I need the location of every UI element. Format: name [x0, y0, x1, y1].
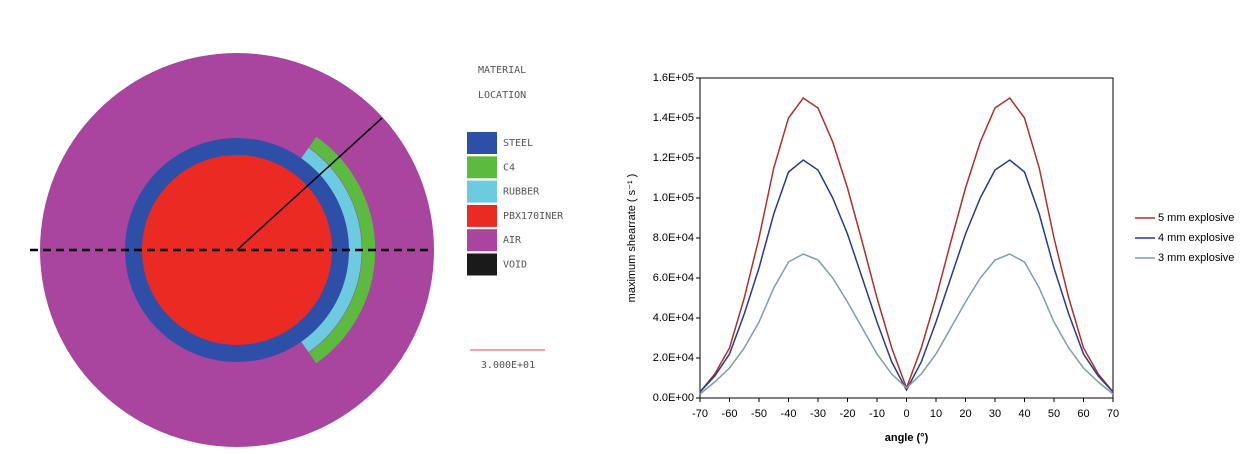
legend-title: MATERIAL — [478, 65, 526, 76]
legend-label: 3 mm explosive — [1158, 252, 1234, 264]
legend-swatch — [467, 254, 497, 276]
x-tick-label: 10 — [930, 408, 942, 420]
legend-label: VOID — [503, 260, 527, 271]
y-tick-label: 4.0E+04 — [653, 312, 694, 324]
x-tick-label: -60 — [722, 408, 738, 420]
legend-title: LOCATION — [478, 90, 526, 101]
legend-label: 5 mm explosive — [1158, 212, 1234, 224]
y-tick-label: 1.2E+05 — [653, 152, 694, 164]
figure: MATERIAL LOCATION 3.000E+01 STEEL C4 RUBBE… — [0, 0, 1252, 449]
plot-frame — [700, 78, 1113, 398]
x-tick-label: -40 — [781, 408, 797, 420]
legend-swatch — [467, 181, 497, 203]
legend-swatch — [467, 156, 497, 178]
y-tick-label: 1.6E+05 — [653, 72, 694, 84]
y-tick-label: 1.0E+05 — [653, 192, 694, 204]
legend-label: 4 mm explosive — [1158, 232, 1234, 244]
series-line — [700, 160, 1113, 392]
legend-swatch — [467, 132, 497, 154]
x-tick-label: 60 — [1077, 408, 1089, 420]
y-tick-label: 0.0E+00 — [653, 392, 694, 404]
legend-label: C4 — [503, 162, 515, 173]
x-tick-label: 0 — [903, 408, 909, 420]
y-axis-label: maximum shearrate ( s⁻¹ ) — [626, 174, 638, 303]
series-line — [700, 254, 1113, 394]
x-tick-label: -30 — [810, 408, 826, 420]
x-tick-label: 40 — [1018, 408, 1030, 420]
y-tick-label: 2.0E+04 — [653, 352, 694, 364]
legend-label: PBX170INER — [503, 211, 564, 222]
x-tick-label: -70 — [692, 408, 708, 420]
legend-swatch — [467, 229, 497, 251]
y-tick-label: 6.0E+04 — [653, 272, 694, 284]
x-tick-label: 70 — [1107, 408, 1119, 420]
legend-label: RUBBER — [503, 187, 540, 198]
y-tick-label: 8.0E+04 — [653, 232, 694, 244]
x-tick-label: -10 — [869, 408, 885, 420]
legend-label: STEEL — [503, 138, 533, 149]
x-tick-label: 20 — [959, 408, 971, 420]
legend-swatch — [467, 205, 497, 227]
scale-label: 3.000E+01 — [481, 360, 535, 371]
x-axis-label: angle (°) — [885, 432, 929, 444]
series-line — [700, 98, 1113, 392]
legend-label: AIR — [503, 235, 522, 246]
y-tick-label: 1.4E+05 — [653, 112, 694, 124]
x-tick-label: -20 — [840, 408, 856, 420]
x-tick-label: 30 — [989, 408, 1001, 420]
x-tick-label: 50 — [1048, 408, 1060, 420]
x-tick-label: -50 — [751, 408, 767, 420]
